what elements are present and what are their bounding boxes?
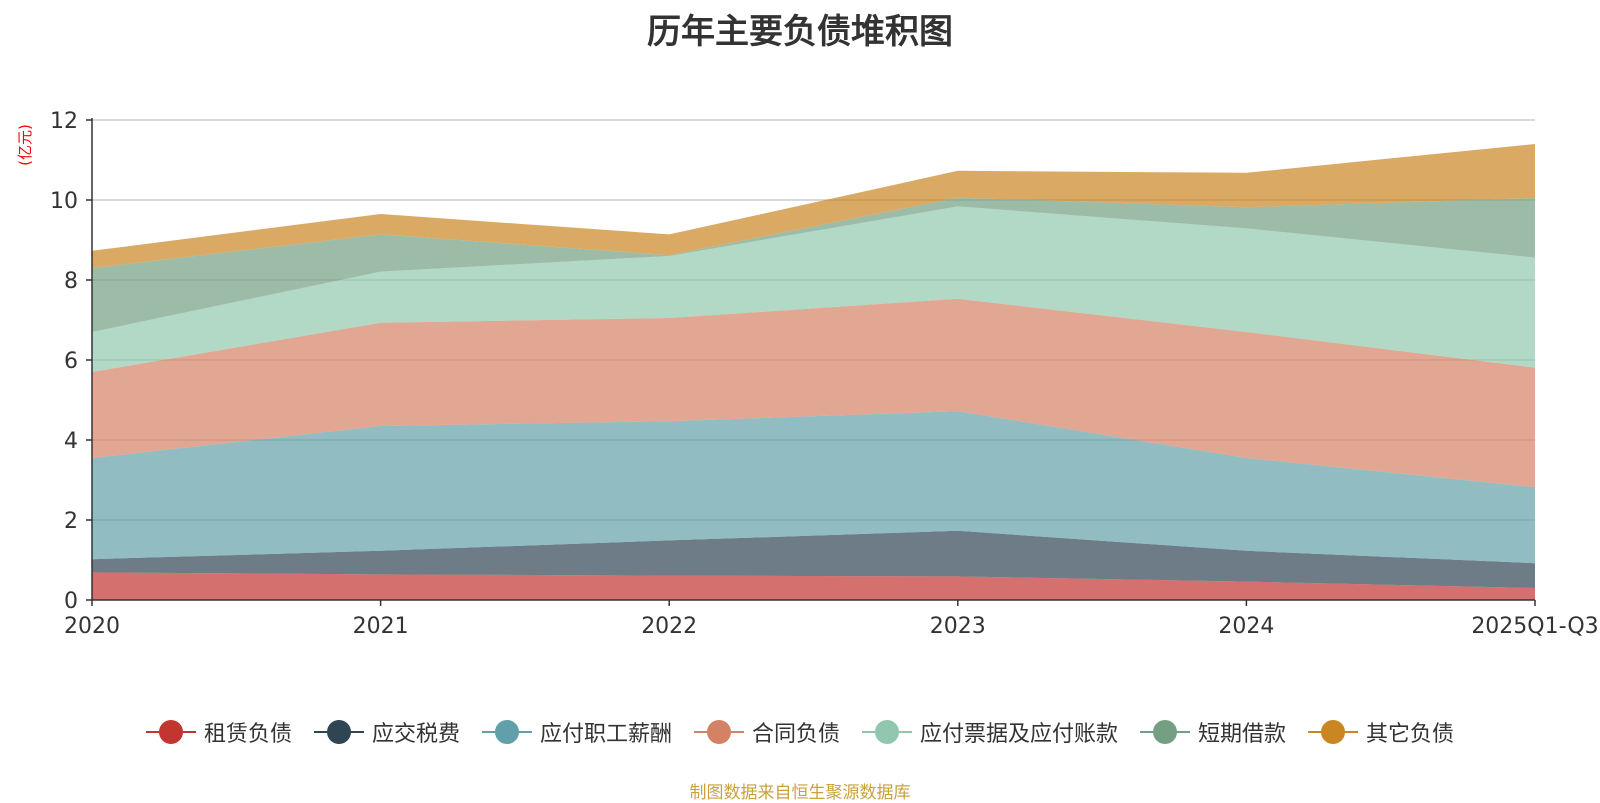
legend-marker-icon	[1140, 719, 1191, 745]
legend-dot-icon	[158, 720, 183, 744]
legend-item[interactable]: 应付职工薪酬	[481, 716, 672, 748]
x-tick-label: 2022	[641, 614, 697, 639]
legend-dot-icon	[1153, 720, 1178, 744]
legend-label: 应交税费	[371, 722, 460, 747]
legend-item[interactable]: 短期借款	[1140, 716, 1286, 748]
legend-dot-icon	[706, 720, 731, 744]
legend-label: 租赁负债	[203, 722, 292, 747]
legend-marker-icon	[862, 719, 912, 745]
area-series-应付票据及应付账款	[92, 206, 1535, 372]
legend-label: 合同负债	[751, 722, 840, 747]
x-tick-label: 2023	[930, 614, 986, 639]
legend-marker-icon	[481, 719, 532, 745]
legend-marker-icon	[1308, 719, 1359, 745]
chart-title: 历年主要负债堆积图	[647, 12, 953, 52]
legend-dot-icon	[1321, 720, 1346, 744]
y-tick-label: 12	[50, 109, 78, 134]
y-axis-label: (亿元)	[16, 124, 34, 166]
y-tick-label: 8	[64, 269, 78, 294]
area-series-应交税费	[92, 530, 1535, 588]
legend-label: 应付职工薪酬	[539, 722, 672, 747]
legend-label: 短期借款	[1198, 722, 1287, 747]
legend-item[interactable]: 应付票据及应付账款	[862, 716, 1118, 748]
area-series-短期借款	[92, 197, 1535, 332]
x-tick-label: 2025Q1-Q3	[1471, 614, 1598, 639]
legend-marker-icon	[145, 719, 196, 745]
y-tick-label: 6	[64, 349, 78, 374]
legend-label: 其它负债	[1366, 722, 1455, 747]
y-tick-label: 4	[64, 429, 78, 454]
legend-item[interactable]: 其它负债	[1308, 716, 1454, 748]
area-series-租赁负债	[92, 572, 1535, 600]
legend-item[interactable]: 租赁负债	[145, 716, 292, 748]
legend-dot-icon	[326, 720, 351, 744]
legend-marker-icon	[693, 719, 744, 745]
area-series-应付职工薪酬	[92, 411, 1535, 564]
legend-dot-icon	[494, 720, 519, 744]
data-source-note: 制图数据来自恒生聚源数据库	[689, 783, 911, 803]
x-tick-label: 2024	[1218, 614, 1274, 639]
y-tick-label: 10	[50, 189, 78, 214]
area-series-其它负债	[92, 144, 1535, 268]
y-tick-label: 0	[64, 589, 78, 614]
x-tick-label: 2021	[353, 614, 409, 639]
legend-item[interactable]: 合同负债	[693, 716, 840, 748]
legend-marker-icon	[313, 719, 364, 745]
chart-legend: 租赁负债 应交税费 应付职工薪酬 合同负债 应付票据及应付账款 短期借款 其它负债	[0, 716, 1600, 748]
legend-dot-icon	[875, 720, 899, 744]
area-series-合同负债	[92, 298, 1535, 488]
x-tick-label: 2020	[64, 614, 120, 639]
legend-label: 应付票据及应付账款	[920, 722, 1119, 747]
legend-item[interactable]: 应交税费	[313, 716, 460, 748]
y-tick-label: 2	[64, 509, 78, 534]
